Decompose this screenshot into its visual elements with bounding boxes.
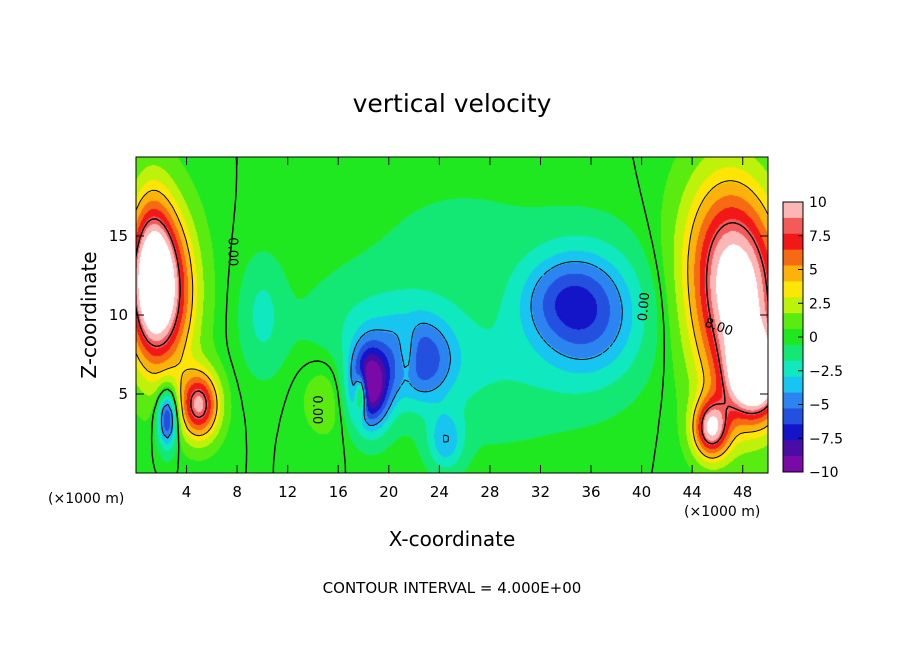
y-axis-label: Z-coordinate — [77, 251, 101, 378]
x-tick-label: 36 — [581, 483, 600, 501]
contour-line — [160, 261, 623, 443]
x-unit-left: (×1000 m) — [48, 491, 124, 507]
colorbar-swatch — [783, 456, 803, 473]
contour-label: 0.00 — [224, 237, 239, 266]
contour-line — [136, 180, 768, 459]
colorbar-swatch — [783, 202, 803, 219]
colorbar-tick-label: −2.5 — [809, 364, 843, 380]
colorbar-swatch — [783, 344, 803, 362]
colorbar-tick-label: −5 — [809, 398, 830, 414]
contour-lines — [136, 157, 768, 473]
colorbar-swatch — [783, 408, 803, 425]
colorbar-tick-label: −10 — [809, 465, 839, 481]
colorbar-swatch — [783, 376, 803, 394]
colorbar-swatch — [783, 249, 803, 267]
colorbar-swatch — [783, 281, 803, 298]
x-tick-label: 32 — [531, 483, 550, 501]
colorbar-tick-label: 7.5 — [809, 229, 831, 245]
x-unit-right: (×1000 m) — [684, 504, 760, 520]
x-tick-label: 24 — [430, 483, 449, 501]
x-tick-label: 20 — [379, 483, 398, 501]
colorbar-swatch — [783, 313, 803, 330]
colorbar: 10 7.5 5 2.5 0 −2.5 −5 −7.5 −10 — [782, 195, 843, 481]
colorbar-swatch — [783, 329, 803, 346]
contour-line — [150, 157, 665, 473]
colorbar-tick-label: 10 — [809, 195, 827, 211]
colorbar-swatch — [783, 265, 803, 282]
colorbar-swatch — [783, 424, 803, 441]
colorbar-tick-label: 0 — [809, 330, 818, 346]
contour-label: 0.00 — [309, 395, 324, 424]
colorbar-swatch — [783, 392, 803, 409]
y-tick-label: 10 — [109, 306, 128, 324]
colorbar-tick-label: 5 — [809, 263, 818, 279]
colorbar-swatch — [783, 360, 803, 378]
contour-label: 0.00 — [636, 292, 653, 322]
x-tick-label: 16 — [329, 483, 348, 501]
x-tick-label: 8 — [232, 483, 242, 501]
colorbar-swatch — [783, 217, 803, 235]
x-tick-label: 12 — [278, 483, 297, 501]
colorbar-swatch — [783, 440, 803, 457]
x-tick-label: 28 — [480, 483, 499, 501]
colorbar-swatch — [783, 297, 803, 314]
y-axis: 5 10 15 — [109, 227, 768, 403]
x-tick-label: 44 — [683, 483, 702, 501]
y-tick-label: 5 — [118, 385, 128, 403]
x-axis: 4 8 12 16 20 24 28 32 36 40 44 48 — [182, 157, 752, 501]
y-tick-label: 15 — [109, 227, 128, 245]
colorbar-tick-label: −7.5 — [809, 431, 843, 447]
x-tick-label: 40 — [632, 483, 651, 501]
colorbar-swatch — [783, 233, 803, 251]
contour-interval-note: CONTOUR INTERVAL = 4.000E+00 — [323, 579, 582, 597]
chart-title: vertical velocity — [353, 89, 552, 118]
x-tick-label: 48 — [733, 483, 752, 501]
x-axis-label: X-coordinate — [389, 527, 516, 551]
x-tick-label: 4 — [182, 483, 192, 501]
colorbar-tick-label: 2.5 — [809, 296, 831, 312]
plot-area: 0.000.000.008.00 4 8 12 16 20 24 28 32 36 40 44 48 … — [109, 156, 769, 501]
contour-line — [136, 218, 768, 445]
heatmap-field — [136, 157, 768, 473]
